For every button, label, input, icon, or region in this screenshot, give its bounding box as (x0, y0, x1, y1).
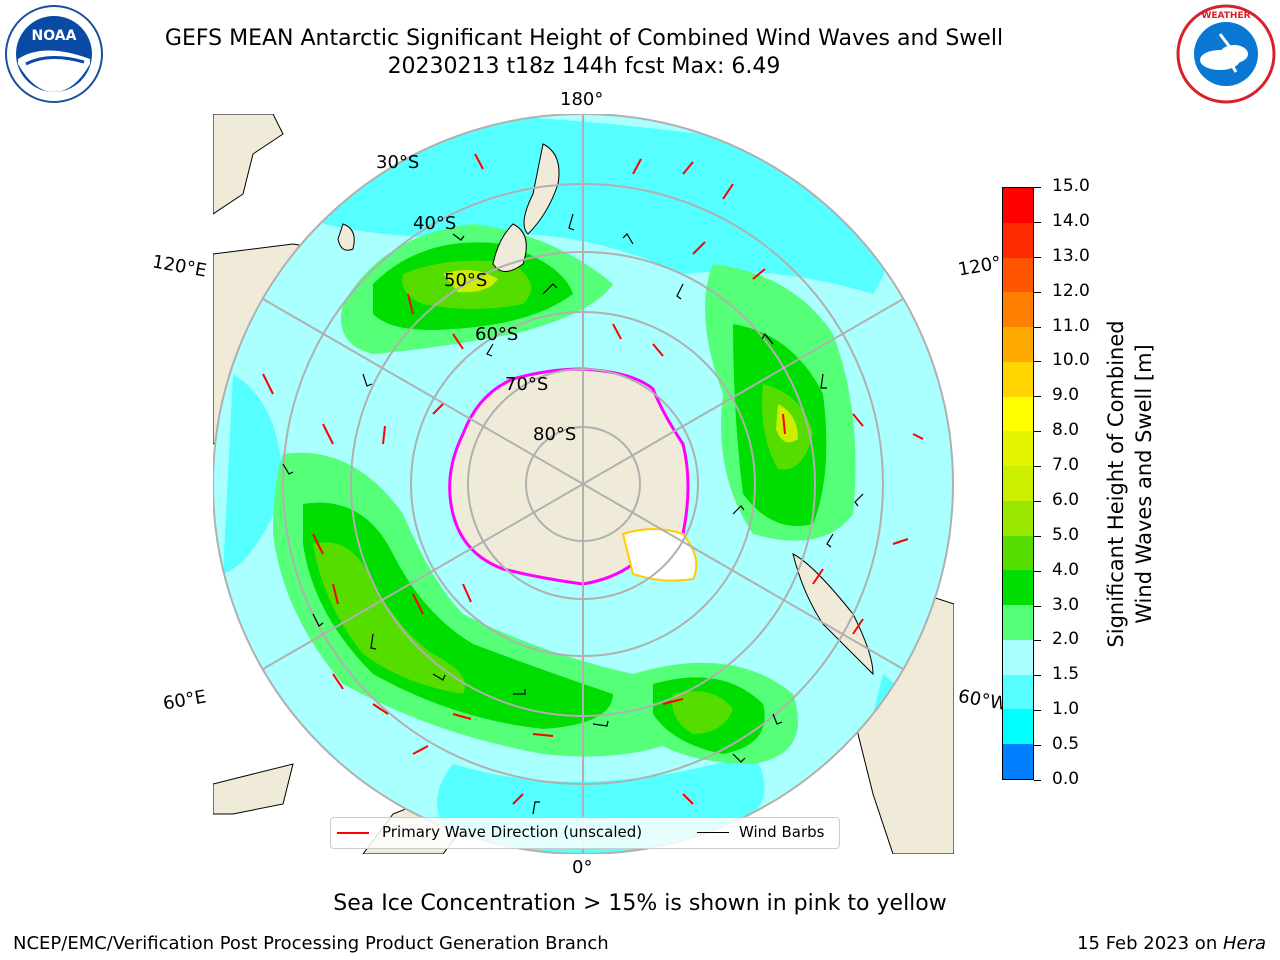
sea-ice-note: Sea Ice Concentration > 15% is shown in … (333, 891, 947, 916)
colorbar-tick-label: 8.0 (1052, 420, 1080, 441)
map-title: GEFS MEAN Antarctic Significant Height o… (164, 26, 1004, 51)
lon-label-0: 0° (572, 857, 593, 878)
colorbar-tick-mark (1034, 361, 1041, 363)
map-subtitle: 20230213 t18z 144h fcst Max: 6.49 (387, 54, 781, 79)
colorbar-tick-mark (1034, 396, 1041, 398)
colorbar-segment (1003, 535, 1033, 571)
lat-label-70s: 70°S (505, 374, 549, 395)
colorbar-segment (1003, 188, 1033, 224)
colorbar-tick-label: 13.0 (1052, 245, 1090, 266)
colorbar-tick-label: 14.0 (1052, 210, 1090, 231)
lon-label-60e: 60°E (161, 686, 208, 715)
colorbar-tick-mark (1034, 640, 1041, 642)
colorbar-tick-label: 9.0 (1052, 385, 1080, 406)
colorbar-tick-mark (1034, 535, 1041, 537)
footer-credit: NCEP/EMC/Verification Post Processing Pr… (13, 933, 609, 954)
colorbar-tick-label: 0.0 (1052, 769, 1080, 789)
colorbar-segment (1003, 431, 1033, 467)
lon-label-180: 180° (560, 89, 604, 110)
colorbar-segment (1003, 709, 1033, 745)
colorbar-tick-label: 6.0 (1052, 489, 1080, 510)
lat-label-80s: 80°S (533, 424, 577, 445)
svg-text:WEATHER: WEATHER (1201, 11, 1250, 21)
colorbar-tick-mark (1034, 431, 1041, 433)
colorbar-tick-label: 2.0 (1052, 629, 1080, 650)
colorbar-segment (1003, 257, 1033, 293)
colorbar-tick-label: 10.0 (1052, 350, 1090, 371)
colorbar (1002, 187, 1034, 780)
lon-label-120w: 120° (956, 252, 1003, 281)
colorbar-tick-mark (1034, 500, 1041, 502)
lat-label-60s: 60°S (475, 324, 519, 345)
colorbar-label-line1: Significant Height of Combined (1104, 320, 1128, 648)
lat-label-50s: 50°S (444, 270, 488, 291)
colorbar-tick-label: 12.0 (1052, 280, 1090, 301)
colorbar-tick-label: 5.0 (1052, 524, 1080, 545)
svg-text:NOAA: NOAA (32, 28, 77, 44)
nws-logo: WEATHER (1176, 4, 1276, 104)
colorbar-tick-label: 7.0 (1052, 455, 1080, 476)
colorbar-segment (1003, 222, 1033, 258)
colorbar-tick-mark (1034, 745, 1041, 747)
wave-direction-swatch (337, 832, 369, 834)
colorbar-tick-mark (1034, 605, 1041, 607)
colorbar-tick-mark (1034, 326, 1041, 328)
lon-label-120e: 120°E (150, 251, 209, 282)
colorbar-tick-mark (1034, 780, 1041, 781)
colorbar-tick-label: 11.0 (1052, 315, 1090, 336)
colorbar-tick-mark (1034, 710, 1041, 712)
colorbar-segment (1003, 327, 1033, 363)
colorbar-segment (1003, 744, 1033, 780)
noaa-logo: NOAA (5, 5, 103, 103)
colorbar-tick-mark (1034, 466, 1041, 468)
map-legend: Primary Wave Direction (unscaled) Wind B… (330, 817, 840, 849)
wind-barb-label: Wind Barbs (739, 823, 825, 841)
colorbar-segment (1003, 639, 1033, 676)
colorbar-segment (1003, 292, 1033, 328)
colorbar-tick-label: 4.0 (1052, 559, 1080, 580)
footer-machine: Hera (1222, 933, 1266, 954)
colorbar-label-line2: Wind Waves and Swell [m] (1132, 344, 1156, 624)
colorbar-segment (1003, 466, 1033, 502)
colorbar-tick-label: 15.0 (1052, 176, 1090, 196)
colorbar-tick-mark (1034, 256, 1041, 258)
colorbar-tick-mark (1034, 221, 1041, 223)
footer-date-prefix: 15 Feb 2023 on (1077, 933, 1223, 954)
colorbar-segment (1003, 570, 1033, 606)
colorbar-tick-label: 1.5 (1052, 664, 1080, 685)
colorbar-segment (1003, 605, 1033, 641)
colorbar-segment (1003, 396, 1033, 432)
colorbar-tick-mark (1034, 291, 1041, 293)
lat-label-30s: 30°S (376, 152, 420, 173)
colorbar-tick-mark (1034, 187, 1041, 188)
lat-label-40s: 40°S (413, 213, 457, 234)
colorbar-segment (1003, 361, 1033, 398)
wind-barb-swatch (697, 832, 729, 833)
colorbar-segment (1003, 674, 1033, 710)
colorbar-tick-label: 0.5 (1052, 734, 1080, 755)
footer-date: 15 Feb 2023 on Hera (1077, 933, 1266, 954)
colorbar-tick-mark (1034, 675, 1041, 677)
wave-direction-label: Primary Wave Direction (unscaled) (382, 823, 643, 841)
colorbar-tick-label: 1.0 (1052, 699, 1080, 720)
colorbar-tick-mark (1034, 570, 1041, 572)
polar-map (213, 114, 954, 854)
colorbar-tick-label: 3.0 (1052, 594, 1080, 615)
colorbar-segment (1003, 500, 1033, 537)
